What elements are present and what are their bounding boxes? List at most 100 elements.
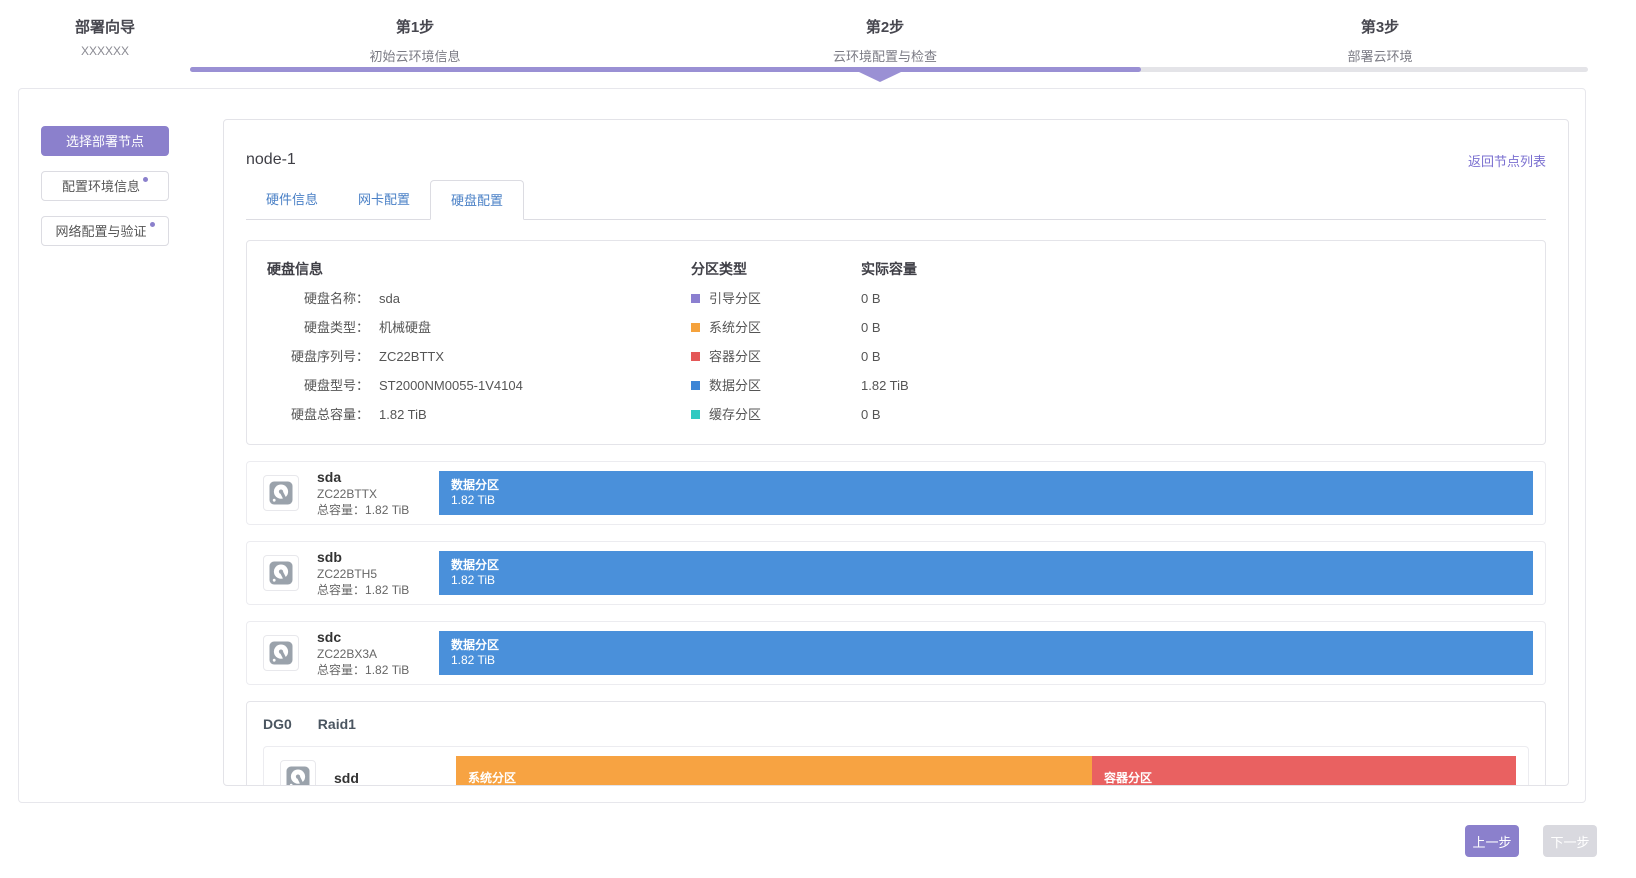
partition-color-swatch [691, 294, 700, 303]
partition-color-swatch [691, 381, 700, 390]
step-label: 部署云环境 [1347, 49, 1413, 64]
sidebar-item-label: 选择部署节点 [65, 134, 144, 149]
disk-total-capacity: 总容量：1.82 TiB [317, 582, 439, 598]
partition-bar: 系统分区 容器分区 [456, 756, 1516, 785]
wizard-title: 部署向导 [74, 19, 135, 36]
disk-group-raid-level: Raid1 [317, 716, 356, 732]
disk-capacity-label: 总容量： [317, 582, 366, 597]
partition-legend-item: 缓存分区 [691, 400, 861, 429]
disk-total-capacity: 总容量：1.82 TiB [317, 502, 439, 518]
field-label: 硬盘序列号： [290, 349, 369, 364]
field-value: sda [379, 291, 400, 306]
disk-info-field: 硬盘序列号： ZC22BTTX [267, 342, 691, 371]
field-value: 1.82 TiB [379, 407, 427, 422]
disk-meta: sdb ZC22BTH5 总容量：1.82 TiB [317, 549, 439, 598]
notification-dot-icon [149, 222, 155, 227]
sidebar-item-label: 配置环境信息 [61, 179, 140, 194]
next-step-button[interactable]: 下一步 [1543, 825, 1597, 857]
partition-name: 引导分区 [709, 291, 762, 306]
node-title: node-1 [246, 151, 296, 168]
disk-row: sdc ZC22BX3A 总容量：1.82 TiB 数据分区 1.82 TiB [246, 621, 1546, 685]
field-value: 机械硬盘 [379, 320, 432, 335]
disk-info-header: 硬盘信息 [267, 261, 323, 277]
field-label: 硬盘总容量： [290, 407, 369, 422]
hdd-icon [263, 635, 299, 671]
actual-capacity-header: 实际容量 [861, 261, 917, 277]
previous-step-button[interactable]: 上一步 [1465, 825, 1519, 857]
partition-capacity-value: 0 B [861, 320, 881, 335]
partition-segment: 数据分区 1.82 TiB [439, 471, 1533, 515]
partition-capacity-value: 0 B [861, 349, 881, 364]
disk-group-list: DG0 Raid1 sdd 系统分区 容器分区 [246, 701, 1546, 786]
partition-legend-item: 数据分区 [691, 371, 861, 400]
partition-segment-label: 数据分区 [451, 558, 500, 572]
step-number: 第3步 [1360, 19, 1400, 36]
step-label: 云环境配置与检查 [832, 49, 937, 64]
disk-info-column: 硬盘信息 硬盘名称： sda 硬盘类型： 机械硬盘 硬盘序列号： ZC22BTTX 硬盘型号… [267, 254, 691, 429]
hdd-icon [263, 555, 299, 591]
sidebar-item-label: 网络配置与验证 [55, 224, 147, 239]
disk-capacity-value: 1.82 TiB [365, 662, 410, 677]
disk-name: sdd [334, 769, 359, 786]
hdd-icon [280, 760, 316, 785]
sidebar: 选择部署节点配置环境信息 网络配置与验证 [41, 126, 169, 261]
partition-segment: 数据分区 1.82 TiB [439, 551, 1533, 595]
disk-serial: ZC22BTTX [317, 486, 378, 501]
field-label: 硬盘型号： [303, 378, 369, 393]
partition-bar: 数据分区 1.82 TiB [439, 631, 1533, 675]
disk-total-capacity: 总容量：1.82 TiB [317, 662, 439, 678]
partition-segment-label: 系统分区 [468, 770, 517, 785]
field-label: 硬盘类型： [303, 320, 369, 335]
partition-segment: 容器分区 [1092, 756, 1516, 785]
disk-capacity-value: 1.82 TiB [365, 502, 410, 517]
tab-hardware-info[interactable]: 硬件信息 [266, 192, 319, 207]
partition-color-swatch [691, 352, 700, 361]
disk-info-field: 硬盘型号： ST2000NM0055-1V4104 [267, 371, 691, 400]
wizard-step: 第1步 初始云环境信息 [285, 16, 545, 65]
partition-legend-item: 系统分区 [691, 313, 861, 342]
disk-serial: ZC22BX3A [317, 646, 378, 661]
partition-name: 容器分区 [709, 349, 762, 364]
field-label: 硬盘名称： [303, 291, 369, 306]
content-shell: 选择部署节点配置环境信息 网络配置与验证 node-1 返回节点列表 硬件信息 网卡… [18, 88, 1586, 803]
partition-segment-size: 1.82 TiB [451, 493, 496, 507]
disk-meta: sda ZC22BTTX 总容量：1.82 TiB [317, 469, 439, 518]
tab-disk-config[interactable]: 硬盘配置 [430, 180, 525, 220]
disk-info-field: 硬盘名称： sda [267, 284, 691, 313]
partition-name: 系统分区 [709, 320, 762, 335]
disk-serial: ZC22BTH5 [317, 566, 378, 581]
sidebar-item[interactable]: 网络配置与验证 [41, 216, 169, 246]
disk-capacity-value: 1.82 TiB [365, 582, 410, 597]
wizard-progress-fill [190, 67, 1141, 72]
wizard-subtitle: XXXXXX [80, 44, 130, 58]
partition-segment: 数据分区 1.82 TiB [439, 631, 1533, 675]
partition-segment: 系统分区 [456, 756, 1092, 785]
wizard-footer-actions: 上一步 下一步 [1465, 825, 1597, 857]
sidebar-item[interactable]: 选择部署节点 [41, 126, 169, 156]
partition-capacity-value: 0 B [861, 291, 881, 306]
hdd-icon [263, 475, 299, 511]
partition-type-column: 分区类型 引导分区 系统分区 容器分区 数据分区 缓存分区 [691, 254, 861, 429]
step-label: 初始云环境信息 [369, 49, 461, 64]
disk-info-field: 硬盘类型： 机械硬盘 [267, 313, 691, 342]
sidebar-item[interactable]: 配置环境信息 [41, 171, 169, 201]
partition-color-swatch [691, 323, 700, 332]
disk-name: sdc [317, 628, 342, 645]
disk-row: sda ZC22BTTX 总容量：1.82 TiB 数据分区 1.82 TiB [246, 461, 1546, 525]
partition-segment-size: 1.82 TiB [451, 573, 496, 587]
disk-meta: sdd [334, 769, 456, 786]
partition-legend-item: 容器分区 [691, 342, 861, 371]
back-to-node-list-link[interactable]: 返回节点列表 [1467, 153, 1546, 169]
capacity-values: 0 B 0 B 0 B 1.82 TiB 0 B [861, 284, 1525, 429]
disk-group-panel: DG0 Raid1 sdd 系统分区 容器分区 [246, 701, 1546, 786]
node-tabs: 硬件信息 网卡配置 硬盘配置 [246, 180, 1546, 220]
disk-name: sdb [317, 548, 342, 565]
disk-capacity-label: 总容量： [317, 502, 366, 517]
disk-row: sdd 系统分区 容器分区 [263, 746, 1529, 786]
partition-bar: 数据分区 1.82 TiB [439, 471, 1533, 515]
notification-dot-icon [143, 177, 148, 182]
field-value: ZC22BTTX [379, 349, 445, 364]
wizard-step: 第2步 云环境配置与检查 [755, 16, 1015, 65]
partition-name: 缓存分区 [709, 407, 762, 422]
tab-nic-config[interactable]: 网卡配置 [358, 192, 411, 207]
